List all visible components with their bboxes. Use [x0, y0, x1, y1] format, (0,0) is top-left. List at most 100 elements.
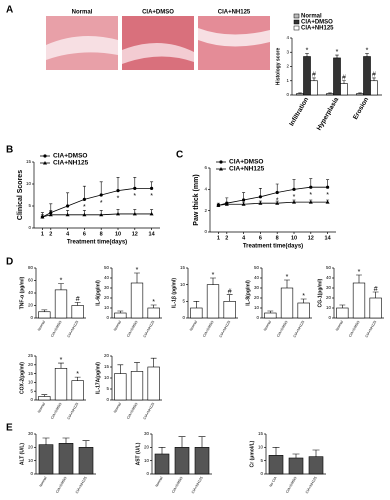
x-tick-label: Infiltration [288, 96, 310, 127]
y-tick-label: 10 [180, 282, 186, 287]
error-bar [178, 436, 186, 448]
bar [340, 83, 348, 96]
significance-mark: # [228, 289, 232, 296]
bar [190, 307, 203, 319]
y-tick-label: 15 [104, 364, 110, 369]
significance-mark: * [133, 193, 136, 200]
y-tick-label: 1 [286, 78, 289, 83]
error-bar [284, 279, 290, 288]
significance-mark: # [372, 72, 376, 79]
x-tick-label: 6 [83, 231, 86, 237]
bar [38, 444, 54, 475]
y-tick-label: 3 [286, 49, 289, 54]
error-bar [312, 449, 320, 457]
error-bar [305, 53, 309, 57]
error-bar [82, 440, 90, 448]
significance-mark: * [358, 269, 361, 276]
error-bar [41, 309, 48, 312]
x-tick-label: 8 [276, 235, 279, 241]
error-bar [372, 77, 376, 81]
y-axis-title: IL-6(pg/ml) [95, 280, 101, 306]
y-tick-label: 40 [254, 275, 260, 280]
error-bar [365, 53, 369, 57]
bone-shape [46, 36, 118, 60]
y-tick-label: 5 [30, 388, 33, 393]
marker [133, 186, 137, 190]
bar [174, 447, 190, 475]
significance-mark: * [150, 193, 153, 200]
bar [147, 307, 160, 319]
bar [297, 302, 310, 319]
x-tick-label: Hyperplasia [316, 96, 341, 132]
x-tick-label: 14 [325, 235, 332, 241]
panel-label: B [6, 145, 13, 156]
bar [352, 282, 366, 319]
significance-mark: * [100, 200, 103, 207]
x-tick-label: 12 [308, 235, 314, 241]
bone-shape [198, 28, 270, 47]
x-tick-label: Normal [263, 320, 272, 332]
y-tick-label: 5 [28, 203, 31, 208]
bar [268, 455, 284, 475]
x-axis-title: Treatment time(days) [243, 244, 303, 250]
bar [280, 287, 294, 319]
series-line [218, 201, 328, 206]
significance-mark: * [117, 195, 120, 202]
legend-marker [219, 160, 223, 164]
x-tick-label: 1 [217, 235, 220, 241]
y-tick-label: 0 [328, 315, 331, 320]
x-tick-label: Normal [113, 402, 122, 414]
error-bar [226, 294, 233, 302]
y-tick-label: 6 [204, 165, 207, 170]
bar [308, 456, 324, 475]
legend-label: CIA+NH125 [301, 26, 334, 32]
marker [309, 185, 313, 189]
y-tick-label: 50 [104, 265, 110, 270]
bar [78, 447, 94, 475]
x-tick-label: CIA+NH125 [305, 476, 318, 494]
y-tick-label: 15 [258, 431, 264, 436]
y-tick-label: 15 [180, 265, 186, 270]
y-tick-label: 5 [260, 458, 263, 463]
bar [223, 301, 236, 319]
y-tick-label: 10 [28, 380, 34, 385]
error-bar [267, 310, 274, 313]
bar [71, 305, 84, 319]
x-tick-label: Normal [113, 320, 122, 332]
x-tick-label: 10 [291, 235, 297, 241]
panel-label: D [6, 257, 13, 268]
y-axis-title: ALT (U/L) [19, 443, 25, 465]
x-tick-label: CIA+DMSO [285, 476, 298, 494]
y-axis-title: Clinical Scores [17, 170, 24, 220]
y-tick-label: 30 [254, 285, 260, 290]
error-bar [292, 453, 300, 458]
panel-label: E [6, 423, 13, 434]
legend-label: CIA+NH125 [229, 166, 265, 173]
x-tick-label: CIA+NH125 [142, 320, 155, 338]
error-bar [116, 177, 120, 191]
error-bar [312, 77, 316, 81]
error-bar [342, 80, 346, 84]
y-tick-label: 15 [26, 159, 32, 164]
x-tick-label: Erosion [352, 96, 370, 120]
y-tick-label: 0 [30, 397, 33, 402]
x-tick-label: CIA+NH125 [191, 476, 204, 494]
marker [116, 189, 120, 193]
y-tick-label: 80 [28, 265, 34, 270]
error-bar [150, 304, 157, 308]
bar [206, 284, 220, 319]
x-tick-label: 6 [259, 235, 262, 241]
x-tick-label: CIA+NH125 [364, 320, 377, 338]
y-tick-label: 10 [254, 305, 260, 310]
significance-mark: * [60, 357, 63, 364]
marker [40, 215, 45, 219]
marker [241, 202, 246, 206]
x-tick-label: CIA+DMSO [202, 320, 215, 338]
bar [369, 297, 382, 319]
significance-mark: * [326, 192, 329, 199]
marker [258, 201, 263, 205]
x-tick-label: No CIA [269, 475, 278, 487]
marker [258, 195, 262, 199]
y-axis-title: Paw thick (mm) [193, 174, 200, 225]
